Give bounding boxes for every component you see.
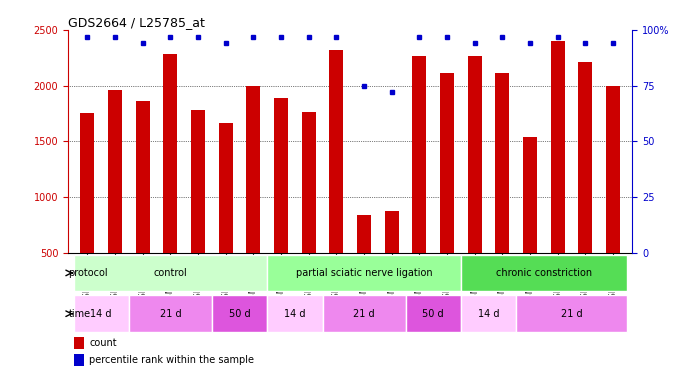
Bar bbox=[461, 296, 516, 332]
Bar bbox=[219, 123, 233, 308]
Text: 21 d: 21 d bbox=[160, 309, 181, 319]
Text: 14 d: 14 d bbox=[90, 309, 112, 319]
Bar bbox=[108, 90, 122, 308]
Bar bbox=[461, 255, 627, 291]
Bar bbox=[73, 296, 129, 332]
Bar bbox=[73, 255, 267, 291]
Bar bbox=[73, 338, 84, 349]
Text: chronic constriction: chronic constriction bbox=[496, 268, 592, 278]
Text: protocol: protocol bbox=[68, 268, 108, 278]
Bar bbox=[496, 74, 509, 308]
Text: count: count bbox=[90, 339, 117, 348]
Bar bbox=[267, 296, 322, 332]
Text: 50 d: 50 d bbox=[228, 309, 250, 319]
Bar bbox=[329, 50, 343, 308]
Bar bbox=[80, 114, 95, 308]
Bar bbox=[440, 74, 454, 308]
Bar bbox=[523, 137, 537, 308]
Text: 14 d: 14 d bbox=[284, 309, 305, 319]
Bar bbox=[405, 296, 461, 332]
Bar bbox=[357, 215, 371, 308]
Bar bbox=[551, 41, 564, 308]
Text: 50 d: 50 d bbox=[422, 309, 444, 319]
Bar bbox=[385, 211, 398, 308]
Bar bbox=[322, 296, 405, 332]
Text: time: time bbox=[68, 309, 90, 319]
Bar bbox=[606, 86, 620, 308]
Bar bbox=[267, 255, 461, 291]
Bar bbox=[579, 62, 592, 308]
Text: partial sciatic nerve ligation: partial sciatic nerve ligation bbox=[296, 268, 432, 278]
Text: control: control bbox=[154, 268, 187, 278]
Bar bbox=[136, 101, 150, 308]
Text: GDS2664 / L25785_at: GDS2664 / L25785_at bbox=[68, 16, 205, 29]
Text: 14 d: 14 d bbox=[478, 309, 499, 319]
Bar bbox=[129, 296, 212, 332]
Bar bbox=[163, 54, 177, 308]
Bar bbox=[212, 296, 267, 332]
Bar bbox=[302, 112, 316, 308]
Text: percentile rank within the sample: percentile rank within the sample bbox=[90, 355, 254, 365]
Text: 21 d: 21 d bbox=[353, 309, 375, 319]
Bar bbox=[246, 86, 260, 308]
Bar bbox=[468, 56, 481, 308]
Bar bbox=[73, 354, 84, 366]
Bar bbox=[274, 98, 288, 308]
Text: 21 d: 21 d bbox=[561, 309, 582, 319]
Bar bbox=[191, 110, 205, 308]
Bar bbox=[413, 56, 426, 308]
Bar bbox=[516, 296, 627, 332]
